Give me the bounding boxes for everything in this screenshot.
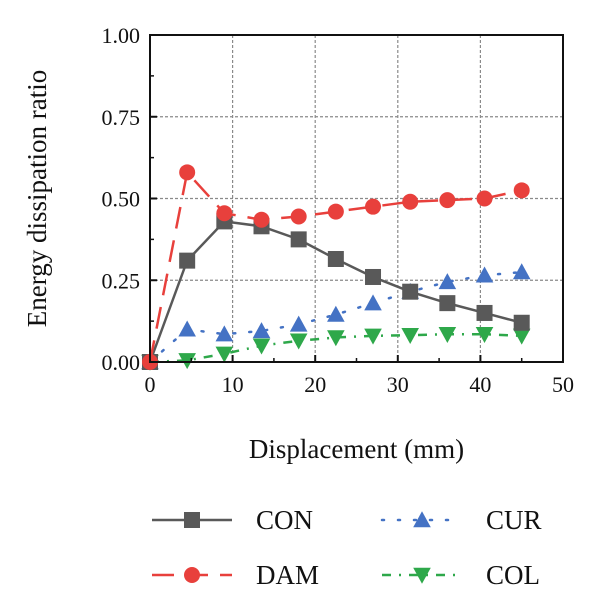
legend-label-con: CON: [256, 505, 313, 535]
col-point: [289, 333, 308, 350]
legend-item-con: CON: [152, 505, 313, 535]
y-axis-label: Energy dissipation ratio: [22, 70, 52, 327]
x-tick-label: 10: [222, 372, 244, 397]
y-tick-label: 1.00: [102, 23, 141, 48]
series-con: [142, 213, 530, 370]
con-point: [439, 295, 456, 312]
dam-point: [439, 192, 456, 209]
legend-marker-dam: [184, 567, 200, 583]
y-tick-label: 0.25: [102, 268, 141, 293]
col-point: [438, 327, 457, 344]
x-tick-label: 20: [304, 372, 326, 397]
dam-point: [290, 208, 307, 225]
con-point: [327, 250, 344, 267]
cur-point: [289, 315, 308, 332]
x-tick-label: 30: [387, 372, 409, 397]
dam-point: [253, 211, 270, 228]
col-point: [364, 328, 382, 345]
legend-item-dam: DAM: [152, 560, 319, 590]
con-point: [513, 314, 530, 331]
cur-point: [215, 325, 234, 342]
dam-point: [476, 190, 493, 207]
dam-point: [179, 164, 196, 181]
legend-label-dam: DAM: [256, 560, 319, 590]
col-point: [512, 328, 531, 345]
legend-marker-cur: [413, 511, 431, 528]
dam-point: [216, 205, 233, 222]
cur-point: [327, 305, 345, 322]
legend-label-cur: CUR: [486, 505, 542, 535]
x-tick-label: 40: [469, 372, 491, 397]
legend-item-col: COL: [382, 560, 540, 590]
col-line: [149, 332, 522, 364]
legend-marker-con: [184, 512, 200, 528]
dam-point: [513, 182, 530, 199]
cur-point: [438, 273, 457, 290]
con-point: [179, 252, 196, 269]
col-point: [252, 338, 271, 355]
data-series: [141, 164, 531, 371]
con-point: [365, 268, 382, 285]
grid-lines: [150, 35, 563, 362]
y-tick-label: 0.00: [102, 350, 141, 375]
cur-point: [252, 322, 271, 339]
col-point: [215, 346, 234, 363]
legend-item-cur: CUR: [380, 505, 542, 535]
legend: CON CUR DAM COL: [152, 505, 542, 590]
dam-point: [327, 203, 344, 220]
y-tick-label: 0.50: [102, 187, 141, 212]
series-col: [141, 327, 531, 371]
cur-point: [364, 294, 382, 311]
legend-label-col: COL: [486, 560, 540, 590]
series-cur: [141, 263, 531, 370]
col-point: [475, 327, 494, 344]
dam-point: [402, 193, 419, 210]
series-dam: [142, 164, 530, 370]
x-axis-label: Displacement (mm): [249, 434, 464, 464]
cur-point: [178, 320, 196, 337]
dam-point: [365, 198, 382, 215]
cur-point: [475, 266, 494, 283]
axis-ticks: 0 10 20 30 40 50 0.00 0.25 0.50 0.75 1.00: [102, 23, 575, 397]
con-point: [402, 283, 419, 300]
col-point: [327, 330, 345, 347]
x-tick-label: 0: [145, 372, 156, 397]
y-tick-label: 0.75: [102, 105, 141, 130]
con-point: [476, 304, 493, 321]
x-tick-label: 50: [552, 372, 574, 397]
legend-marker-col: [413, 567, 431, 584]
con-point: [290, 231, 307, 248]
col-point: [401, 327, 419, 344]
cur-point: [512, 263, 531, 280]
